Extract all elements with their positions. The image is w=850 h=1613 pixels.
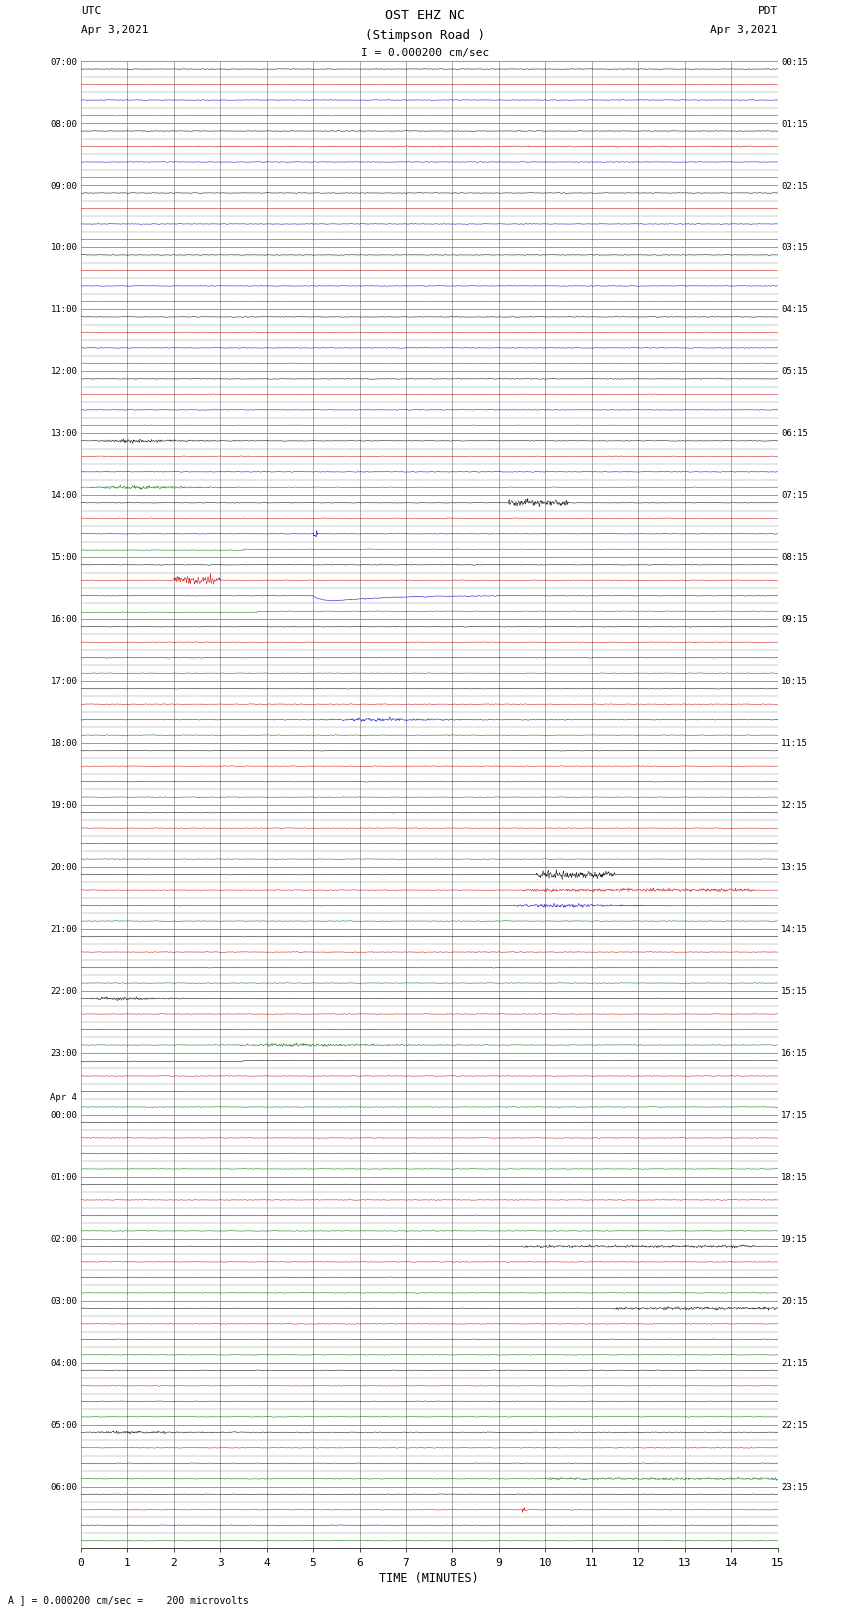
Text: 23:00: 23:00 xyxy=(50,1048,77,1058)
Text: 20:15: 20:15 xyxy=(781,1297,808,1307)
Text: 22:00: 22:00 xyxy=(50,987,77,997)
Text: OST EHZ NC: OST EHZ NC xyxy=(385,10,465,23)
Text: 23:15: 23:15 xyxy=(781,1482,808,1492)
Text: 18:00: 18:00 xyxy=(50,739,77,748)
Text: 09:00: 09:00 xyxy=(50,182,77,190)
Text: 11:00: 11:00 xyxy=(50,305,77,315)
Text: PDT: PDT xyxy=(757,6,778,16)
Text: 15:00: 15:00 xyxy=(50,553,77,563)
Text: 16:00: 16:00 xyxy=(50,615,77,624)
Text: 08:00: 08:00 xyxy=(50,119,77,129)
Text: 07:00: 07:00 xyxy=(50,58,77,66)
Text: 02:00: 02:00 xyxy=(50,1236,77,1244)
Text: 17:00: 17:00 xyxy=(50,677,77,686)
Text: 18:15: 18:15 xyxy=(781,1173,808,1182)
Text: 10:00: 10:00 xyxy=(50,244,77,253)
Text: Apr 3,2021: Apr 3,2021 xyxy=(711,26,778,35)
Text: 17:15: 17:15 xyxy=(781,1111,808,1119)
Text: 00:00: 00:00 xyxy=(50,1111,77,1119)
Text: 00:15: 00:15 xyxy=(781,58,808,66)
Text: 22:15: 22:15 xyxy=(781,1421,808,1429)
Text: 06:15: 06:15 xyxy=(781,429,808,439)
Text: 10:15: 10:15 xyxy=(781,677,808,686)
Text: 03:15: 03:15 xyxy=(781,244,808,253)
Text: 21:00: 21:00 xyxy=(50,926,77,934)
X-axis label: TIME (MINUTES): TIME (MINUTES) xyxy=(379,1571,479,1584)
Text: 16:15: 16:15 xyxy=(781,1048,808,1058)
Text: 13:15: 13:15 xyxy=(781,863,808,873)
Text: 02:15: 02:15 xyxy=(781,182,808,190)
Text: 20:00: 20:00 xyxy=(50,863,77,873)
Text: I = 0.000200 cm/sec: I = 0.000200 cm/sec xyxy=(361,48,489,58)
Text: Apr 4: Apr 4 xyxy=(50,1092,77,1102)
Text: 01:15: 01:15 xyxy=(781,119,808,129)
Text: 04:15: 04:15 xyxy=(781,305,808,315)
Text: A ] = 0.000200 cm/sec =    200 microvolts: A ] = 0.000200 cm/sec = 200 microvolts xyxy=(8,1595,249,1605)
Text: 19:15: 19:15 xyxy=(781,1236,808,1244)
Text: 05:15: 05:15 xyxy=(781,368,808,376)
Text: 09:15: 09:15 xyxy=(781,615,808,624)
Text: 07:15: 07:15 xyxy=(781,492,808,500)
Text: 12:15: 12:15 xyxy=(781,802,808,810)
Text: 01:00: 01:00 xyxy=(50,1173,77,1182)
Text: 08:15: 08:15 xyxy=(781,553,808,563)
Text: 15:15: 15:15 xyxy=(781,987,808,997)
Text: UTC: UTC xyxy=(81,6,101,16)
Text: 06:00: 06:00 xyxy=(50,1482,77,1492)
Text: 19:00: 19:00 xyxy=(50,802,77,810)
Text: 12:00: 12:00 xyxy=(50,368,77,376)
Text: 11:15: 11:15 xyxy=(781,739,808,748)
Text: 21:15: 21:15 xyxy=(781,1358,808,1368)
Text: 14:00: 14:00 xyxy=(50,492,77,500)
Text: 13:00: 13:00 xyxy=(50,429,77,439)
Text: 03:00: 03:00 xyxy=(50,1297,77,1307)
Text: Apr 3,2021: Apr 3,2021 xyxy=(81,26,148,35)
Text: (Stimpson Road ): (Stimpson Road ) xyxy=(365,29,485,42)
Text: 14:15: 14:15 xyxy=(781,926,808,934)
Text: 05:00: 05:00 xyxy=(50,1421,77,1429)
Text: 04:00: 04:00 xyxy=(50,1358,77,1368)
